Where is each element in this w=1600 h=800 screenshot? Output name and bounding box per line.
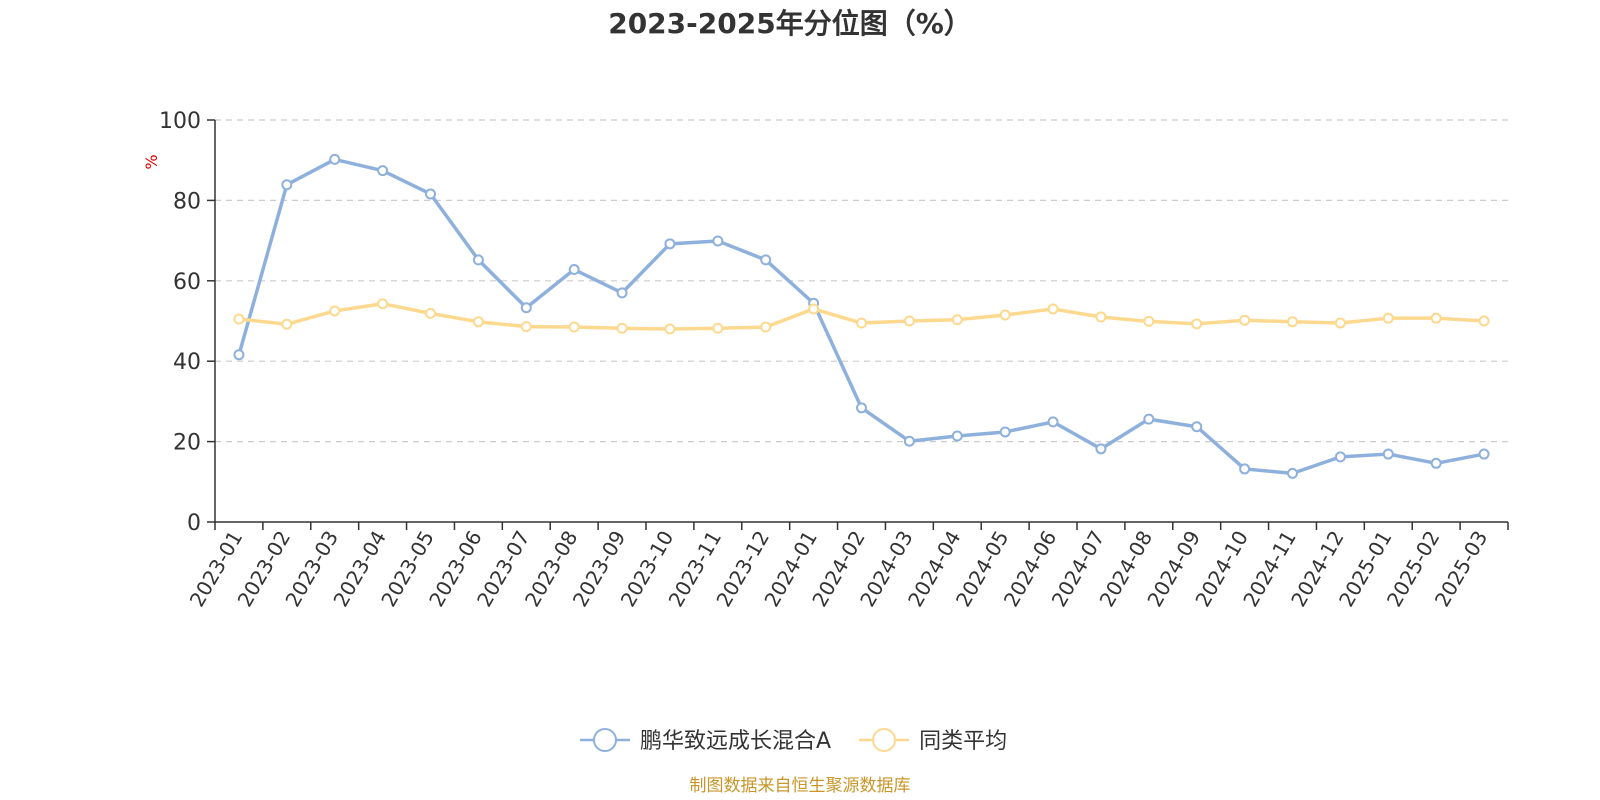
data-point[interactable]	[1478, 448, 1490, 460]
series-0	[233, 153, 1490, 479]
source-note: 制图数据来自恒生聚源数据库	[690, 776, 911, 796]
data-point[interactable]	[712, 235, 724, 247]
data-point[interactable]	[903, 435, 915, 447]
data-point[interactable]	[520, 302, 532, 314]
data-point[interactable]	[1382, 448, 1394, 460]
data-point[interactable]	[760, 321, 772, 333]
legend-item-1[interactable]: 同类平均	[859, 728, 1007, 754]
data-point[interactable]	[1334, 317, 1346, 329]
data-point[interactable]	[1478, 315, 1490, 327]
data-point[interactable]	[616, 322, 628, 334]
data-point[interactable]	[999, 309, 1011, 321]
data-point[interactable]	[1143, 315, 1155, 327]
data-point[interactable]	[1239, 463, 1251, 475]
legend-marker	[872, 728, 897, 752]
data-point[interactable]	[1047, 416, 1059, 428]
data-point[interactable]	[1430, 312, 1442, 324]
y-axis-unit: %	[142, 154, 161, 169]
y-tick-label: 80	[173, 189, 201, 214]
data-point[interactable]	[616, 287, 628, 299]
data-point[interactable]	[712, 322, 724, 334]
data-point[interactable]	[1095, 443, 1107, 455]
legend-marker	[593, 728, 617, 752]
data-point[interactable]	[472, 316, 484, 328]
data-point[interactable]	[1047, 303, 1059, 315]
axes: 0204060801002023-012023-022023-032023-04…	[159, 109, 1509, 611]
data-point[interactable]	[568, 321, 580, 333]
chart-title: 2023-2025年分位图（%）	[608, 7, 972, 40]
series-lines	[233, 153, 1490, 479]
data-point[interactable]	[425, 188, 436, 200]
y-tick-label: 100	[159, 109, 201, 134]
data-point[interactable]	[329, 305, 341, 317]
data-point[interactable]	[664, 238, 676, 250]
data-point[interactable]	[1430, 457, 1442, 469]
legend-label: 同类平均	[919, 729, 1007, 754]
data-point[interactable]	[856, 402, 867, 414]
data-point[interactable]	[472, 254, 484, 266]
data-point[interactable]	[281, 318, 293, 330]
data-point[interactable]	[1239, 314, 1251, 326]
data-point[interactable]	[760, 254, 772, 266]
data-point[interactable]	[1191, 421, 1203, 433]
data-point[interactable]	[568, 264, 580, 276]
data-point[interactable]	[808, 303, 820, 315]
data-point[interactable]	[1287, 467, 1298, 479]
data-point[interactable]	[951, 314, 963, 326]
data-point[interactable]	[999, 426, 1011, 438]
data-point[interactable]	[856, 317, 867, 329]
series-1	[233, 298, 1490, 335]
legend-label: 鹏华致远成长混合A	[640, 729, 831, 754]
data-point[interactable]	[951, 430, 963, 442]
y-tick-label: 60	[173, 270, 201, 295]
data-point[interactable]	[1287, 316, 1298, 328]
data-point[interactable]	[425, 307, 436, 319]
y-tick-label: 40	[173, 350, 201, 375]
data-point[interactable]	[1143, 413, 1155, 425]
series-line	[237, 157, 1485, 476]
data-point[interactable]	[1095, 311, 1107, 323]
data-point[interactable]	[1382, 312, 1394, 324]
data-point[interactable]	[281, 179, 293, 191]
y-tick-label: 0	[187, 511, 201, 536]
data-point[interactable]	[664, 323, 676, 335]
data-point[interactable]	[903, 315, 915, 327]
data-point[interactable]	[1191, 318, 1203, 330]
grid-lines	[215, 119, 1508, 443]
legend-item-0[interactable]: 鹏华致远成长混合A	[580, 728, 831, 754]
data-point[interactable]	[233, 313, 245, 325]
data-point[interactable]	[377, 298, 389, 310]
legend[interactable]: 鹏华致远成长混合A 同类平均	[580, 728, 1007, 754]
data-point[interactable]	[329, 153, 341, 165]
data-point[interactable]	[1334, 451, 1346, 463]
data-point[interactable]	[520, 321, 532, 333]
y-tick-label: 20	[173, 431, 201, 456]
data-point[interactable]	[233, 349, 245, 361]
data-point[interactable]	[377, 165, 389, 177]
